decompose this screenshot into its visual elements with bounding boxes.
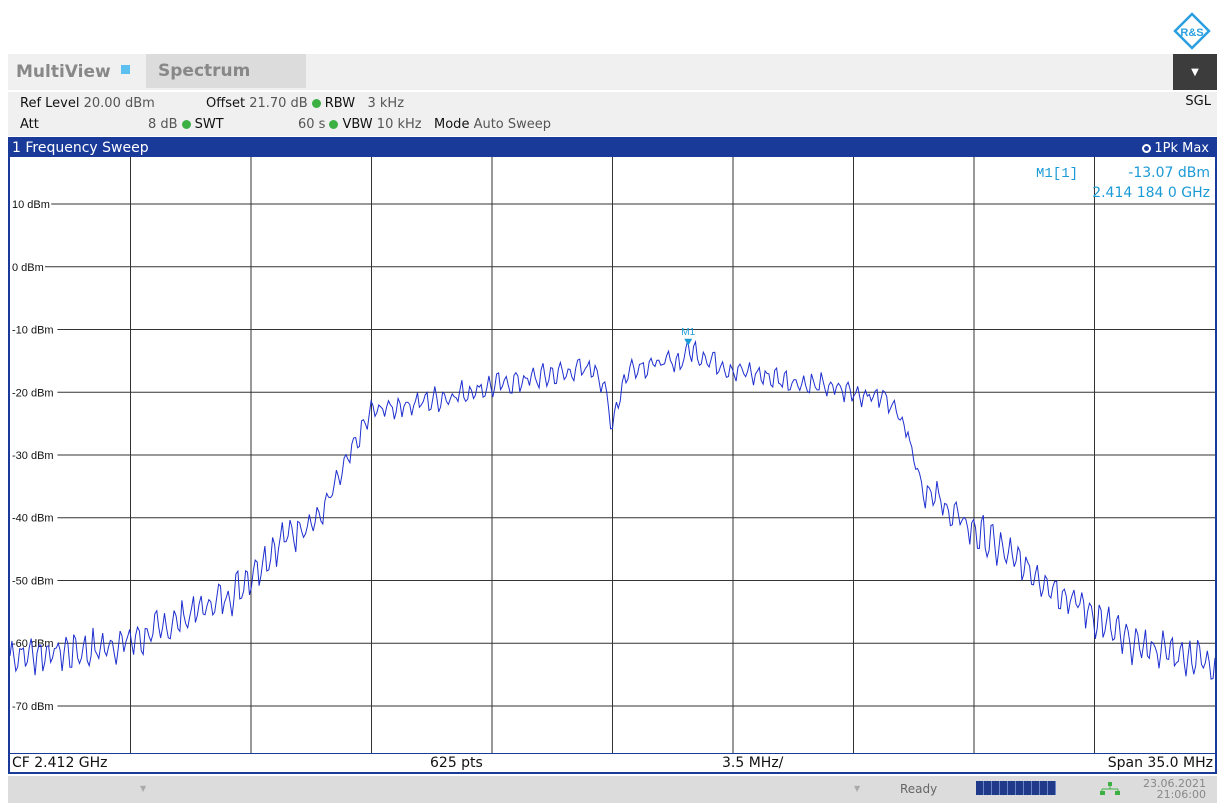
tab-spectrum[interactable]: Spectrum [146, 54, 306, 88]
att-group: Att [20, 114, 39, 134]
sgl-indicator[interactable]: SGL [1185, 94, 1211, 109]
y-tick-label-bg [10, 573, 58, 588]
offset-group: Offset 21.70 dB RBW 3 kHz [206, 93, 404, 113]
y-tick-label-bg [10, 698, 58, 713]
rbw-value[interactable]: 3 kHz [367, 95, 405, 111]
center-frequency[interactable]: CF 2.412 GHz [12, 755, 108, 771]
sweep-progress-bar [976, 781, 1056, 795]
frequency-sweep-window: 1 Frequency Sweep 1Pk Max 10 dBm 0 dBm -10… [8, 137, 1217, 774]
tab-multiview-label: MultiView [16, 62, 111, 82]
swt-value-group: 60 s VBW 10 kHz Mode Auto Sweep [298, 114, 551, 134]
rbw-coupled-icon [311, 98, 321, 108]
marker-m1[interactable]: M1 [681, 327, 696, 346]
trace-label: 1Pk Max [1154, 140, 1209, 156]
y-tick-label: -60 dBm [12, 638, 54, 650]
y-axis-labels: 10 dBm 0 dBm -10 dBm -20 dBm -30 dBm -40 dBm -… [10, 197, 58, 713]
y-tick-label-bg [10, 322, 58, 337]
ref-level-label[interactable]: Ref Level [20, 95, 80, 111]
marker-readout: M1[1] -13.07 dBm 2.414 184 0 GHz [1036, 165, 1210, 201]
tab-multiview[interactable]: MultiView [8, 54, 146, 90]
y-tick-label-bg [10, 448, 58, 462]
mode-value[interactable]: Auto Sweep [473, 116, 552, 132]
status-time: 21:06:00 [1156, 788, 1206, 801]
marker-m1-label: M1 [681, 327, 695, 338]
span-value[interactable]: Span 35.0 MHz [1107, 755, 1213, 771]
status-ready: Ready [900, 782, 938, 796]
rs-logo-icon: R&S [1173, 12, 1211, 50]
y-tick-label-bg [10, 510, 58, 525]
bottom-info-bar: CF 2.412 GHz 625 pts 3.5 MHz/ Span 35.0 … [10, 753, 1215, 773]
trace-1-line [10, 339, 1215, 680]
swt-coupled-icon [181, 119, 191, 129]
y-tick-label-bg [10, 636, 58, 651]
status-bar: ▼ ▼ Ready 23.06.2021 21:06:00 [8, 776, 1217, 803]
settings-panel: Ref Level 20.00 dBm Offset 21.70 dB RBW … [8, 92, 1217, 136]
marker-readout-name: M1[1] [1036, 166, 1078, 182]
spectrum-plot[interactable]: 10 dBm 0 dBm -10 dBm -20 dBm -30 dBm -40 dBm -… [10, 157, 1215, 753]
y-tick-label: -10 dBm [12, 325, 54, 337]
date-time: 23.06.2021 21:06:00 [1134, 778, 1206, 800]
chevron-down-icon[interactable]: ▼ [140, 784, 147, 793]
multiview-indicator-icon [120, 64, 130, 74]
y-tick-label: -70 dBm [12, 701, 54, 713]
att-value[interactable]: 8 dB [148, 116, 178, 132]
y-tick-label: -50 dBm [12, 575, 54, 587]
marker-m1-triangle-icon [684, 338, 693, 346]
chevron-down-icon[interactable]: ▼ [854, 784, 861, 793]
marker-readout-level: -13.07 dBm [1128, 165, 1210, 181]
division-scale[interactable]: 3.5 MHz/ [722, 755, 784, 771]
vbw-value[interactable]: 10 kHz [376, 116, 422, 132]
mode-label[interactable]: Mode [434, 116, 470, 132]
plot-grid [10, 157, 1215, 753]
y-tick-label-bg [10, 197, 52, 212]
window-title[interactable]: 1 Frequency Sweep [12, 140, 149, 156]
vbw-coupled-icon [329, 119, 339, 129]
y-tick-label: -20 dBm [12, 387, 54, 399]
tab-spectrum-label: Spectrum [158, 61, 251, 81]
network-icon [1100, 782, 1120, 795]
swt-label[interactable]: SWT [194, 116, 224, 132]
y-tick-label: -40 dBm [12, 513, 54, 525]
ref-level-value[interactable]: 20.00 dBm [83, 95, 155, 111]
status-date: 23.06.2021 [1143, 777, 1206, 790]
rbw-label[interactable]: RBW [324, 95, 356, 111]
y-tick-label: 0 dBm [12, 262, 44, 274]
vbw-label[interactable]: VBW [342, 116, 373, 132]
swt-value[interactable]: 60 s [298, 116, 326, 132]
chevron-down-icon: ▼ [1191, 66, 1199, 78]
menu-dropdown-button[interactable]: ▼ [1173, 54, 1217, 90]
att-value-group: 8 dB SWT [148, 114, 224, 134]
y-tick-label: -30 dBm [12, 450, 54, 462]
y-tick-label: 10 dBm [12, 199, 50, 211]
sweep-points[interactable]: 625 pts [430, 755, 483, 771]
marker-readout-frequency: 2.414 184 0 GHz [1092, 185, 1210, 201]
y-tick-label-bg [10, 385, 58, 400]
trace-indicator-icon [1142, 143, 1152, 153]
offset-label[interactable]: Offset [206, 95, 246, 111]
trace-info[interactable]: 1Pk Max [1142, 141, 1209, 156]
offset-value[interactable]: 21.70 dB [249, 95, 308, 111]
settings-row-1: Ref Level 20.00 dBm [20, 93, 155, 113]
svg-text:R&S: R&S [1180, 27, 1203, 39]
window-title-bar: 1 Frequency Sweep 1Pk Max [10, 139, 1215, 157]
y-tick-label-bg [10, 259, 45, 274]
att-label[interactable]: Att [20, 116, 39, 132]
